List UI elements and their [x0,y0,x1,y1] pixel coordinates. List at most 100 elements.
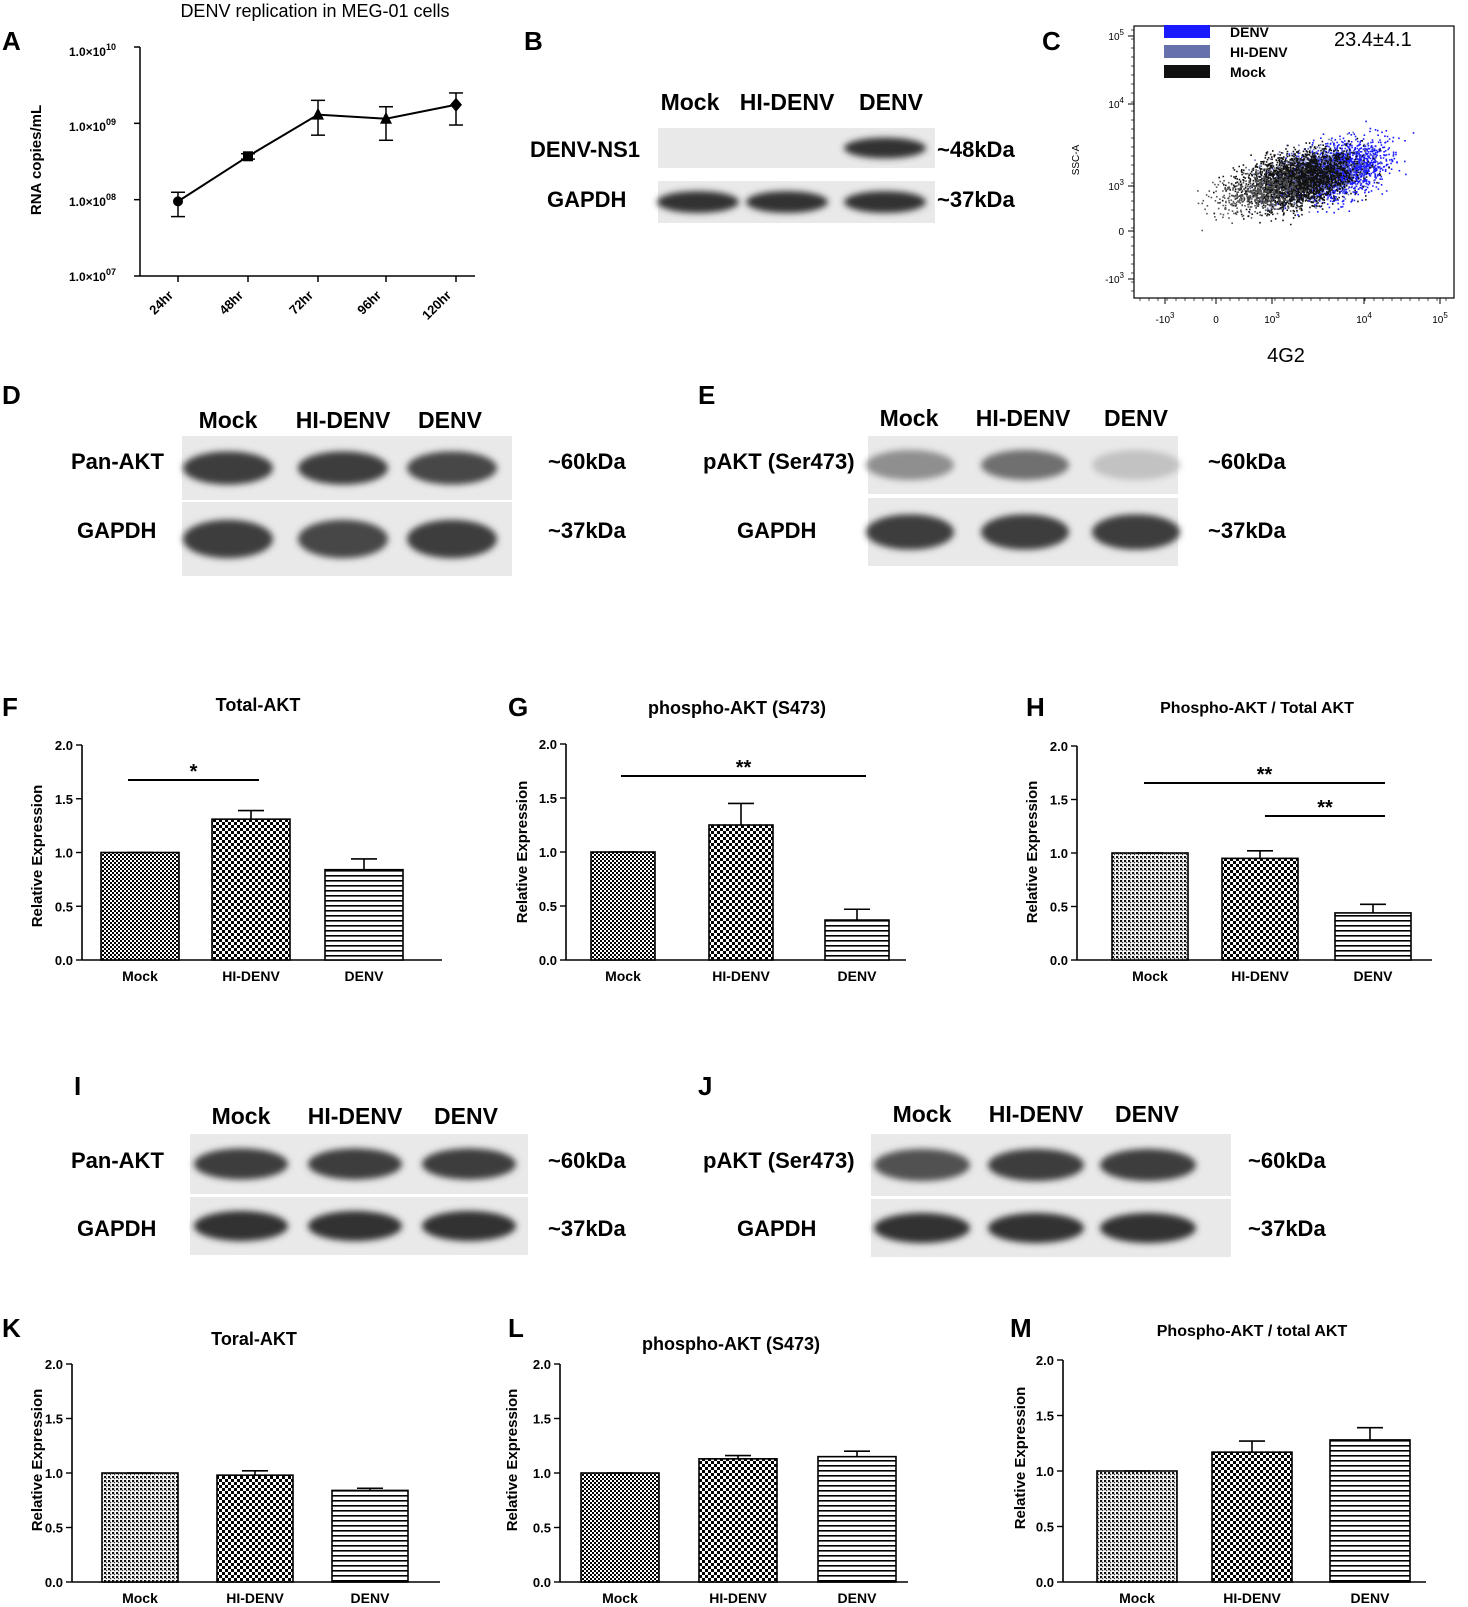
chart-a-point [243,151,253,162]
blot-e-band [1092,514,1180,550]
flow-percent-label: 23.4±4.1 [1334,29,1412,51]
chart-l-categories: Mock HI-DENV DENV [602,1590,877,1606]
chart-k-y-ticks: 0.0 0.5 1.0 1.5 2.0 [45,1357,63,1590]
flow-scatter-points [1197,120,1415,232]
svg-text:1.5: 1.5 [45,1412,63,1427]
blot-b-row-ns1-label: DENV-NS1 [530,137,640,162]
panel-label-k: K [2,1313,21,1343]
chart-a-xtick-label: 72hr [286,288,316,318]
panel-a-line-chart: DENV replication in MEG-01 cells RNA cop… [28,1,475,284]
panel-label-e: E [698,380,715,410]
svg-text:Mock: Mock [605,968,641,984]
panel-i-western-blot: Mock HI-DENV DENV Pan-AKT GAPDH ~60kDa ~… [71,1103,626,1255]
blot-i-row-gapdh-label: GAPDH [77,1216,156,1241]
svg-text:-103: -103 [1156,311,1175,326]
chart-k-bar [331,1489,409,1583]
flow-legend-denv: DENV [1230,24,1270,40]
svg-text:*: * [190,761,198,783]
panel-label-g: G [508,692,528,722]
blot-b-band [657,191,739,213]
svg-text:0.0: 0.0 [45,1575,63,1590]
svg-text:1.0×1010: 1.0×1010 [69,42,116,59]
chart-m-bar [1096,1470,1178,1583]
panel-b-western-blot: Mock HI-DENV DENV DENV-NS1 GAPDH ~48kDa … [530,89,1015,223]
panel-k-bar-chart: Toral-AKT Relative Expression 0.0 0.5 1.… [29,1329,440,1606]
blot-j-lane-denv: DENV [1115,1101,1180,1127]
blot-e-row-gapdh-kda: ~37kDa [1208,518,1286,543]
flow-axis-ticks [1128,29,1447,304]
blot-d-row-gapdh-label: GAPDH [77,518,156,543]
chart-g-bar [708,824,774,961]
chart-a-marks [171,92,463,218]
svg-text:DENV: DENV [351,1590,391,1606]
panel-e-western-blot: Mock HI-DENV DENV pAKT (Ser473) GAPDH ~6… [703,405,1286,566]
panel-f-bar-chart: Total-AKT Relative Expression 0.0 0.5 1.… [29,695,442,984]
chart-h-significance: ** ** [1257,764,1333,819]
svg-text:1.5: 1.5 [1036,1409,1054,1424]
svg-text:0.0: 0.0 [533,1575,551,1590]
svg-text:**: ** [1257,764,1273,786]
svg-text:DENV: DENV [1354,968,1394,984]
blot-d-lane-hi-denv: HI-DENV [296,407,391,433]
flow-xlabel: 4G2 [1267,345,1305,367]
blot-e-lane-hi-denv: HI-DENV [976,405,1071,431]
blot-e-lane-mock: Mock [880,405,939,431]
chart-g-title: phospho-AKT (S473) [648,698,826,718]
chart-m-y-ticks: 0.0 0.5 1.0 1.5 2.0 [1036,1353,1054,1590]
panel-label-l: L [508,1313,524,1343]
svg-text:DENV: DENV [1351,1590,1391,1606]
chart-h-ylabel: Relative Expression [1024,781,1041,924]
blot-d-lane-denv: DENV [418,407,483,433]
chart-a-x-labels: 24hr 48hr 72hr 96hr 120hr [146,288,454,323]
svg-text:Mock: Mock [1132,968,1168,984]
svg-text:HI-DENV: HI-DENV [712,968,770,984]
svg-text:1.5: 1.5 [55,792,73,807]
blot-e-band [1092,449,1180,481]
svg-text:1.5: 1.5 [539,791,557,806]
chart-m-bar [1211,1451,1293,1583]
chart-l-marks [554,1363,908,1583]
blot-j-strips [871,1134,1231,1257]
chart-a-point [450,97,462,112]
blot-i-lane-hi-denv: HI-DENV [308,1103,403,1129]
chart-a-axes [134,46,475,282]
chart-m-marks [1057,1359,1426,1583]
svg-text:0.5: 0.5 [1036,1520,1054,1535]
svg-text:105: 105 [1432,311,1448,326]
blot-e-row-pakt-label: pAKT (Ser473) [703,449,855,474]
blot-i-band [422,1148,516,1180]
chart-l-y-ticks: 0.0 0.5 1.0 1.5 2.0 [533,1357,551,1590]
svg-text:1.0: 1.0 [1050,846,1068,861]
svg-text:1.0: 1.0 [539,845,557,860]
panel-c-flow-cytometry: DENV HI-DENV Mock 23.4±4.1 SSC-A 4G2 105… [1071,24,1455,367]
svg-text:0: 0 [1118,227,1124,238]
chart-l-ylabel: Relative Expression [504,1389,521,1532]
svg-text:1.5: 1.5 [1050,793,1068,808]
blot-b-band [746,191,828,213]
svg-text:1.0: 1.0 [55,846,73,861]
svg-text:Mock: Mock [1119,1590,1155,1606]
chart-a-xtick-label: 48hr [216,288,246,318]
panel-label-a: A [2,26,21,56]
blot-e-band [981,514,1069,550]
svg-text:HI-DENV: HI-DENV [226,1590,284,1606]
svg-text:103: 103 [1108,178,1124,193]
chart-l-bar [817,1455,897,1583]
chart-l-bar [698,1458,778,1583]
flow-points-mock-light [1197,158,1332,232]
chart-f-y-ticks: 0.0 0.5 1.0 1.5 2.0 [55,738,73,968]
blot-j-row-gapdh-kda: ~37kDa [1248,1216,1326,1241]
chart-h-categories: Mock HI-DENV DENV [1132,968,1393,984]
blot-i-band [422,1210,516,1242]
blot-e-lane-denv: DENV [1104,405,1169,431]
svg-text:1.5: 1.5 [533,1412,551,1427]
panel-label-b: B [524,26,543,56]
blot-i-band [194,1148,288,1180]
chart-f-categories: Mock HI-DENV DENV [122,968,384,984]
blot-j-band [1100,1212,1196,1244]
blot-d-band [183,451,273,485]
chart-l-bar [580,1472,660,1583]
chart-k-marks [66,1363,440,1583]
blot-i-strips [190,1134,528,1255]
svg-text:HI-DENV: HI-DENV [222,968,280,984]
